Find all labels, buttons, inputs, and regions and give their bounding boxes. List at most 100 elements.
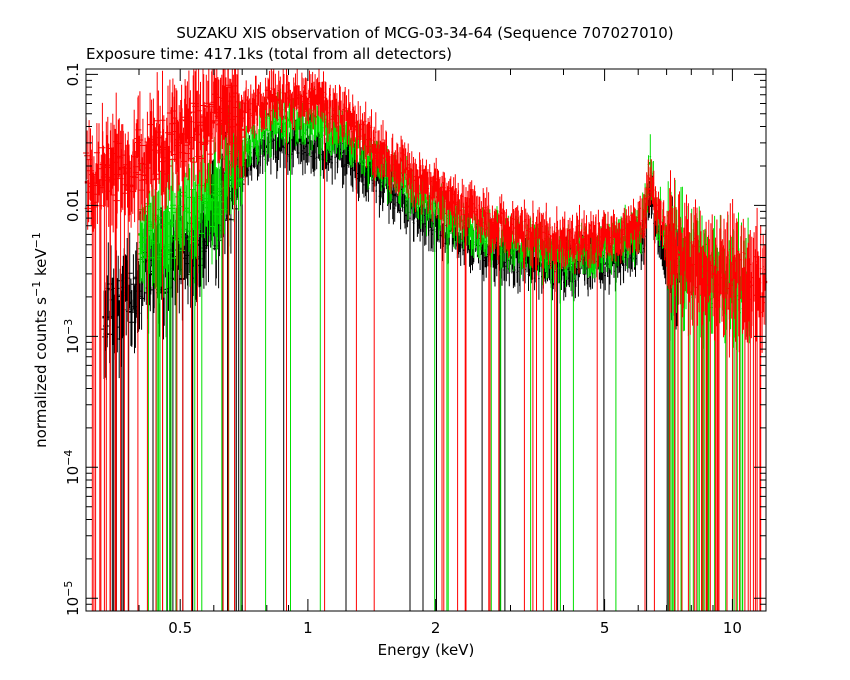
series-1-point bbox=[368, 159, 372, 162]
series-0-point bbox=[562, 269, 565, 272]
series-2-point bbox=[241, 110, 244, 113]
series-2-point bbox=[678, 253, 681, 256]
plot-frame bbox=[85, 68, 767, 612]
y-tick-label: 0.1 bbox=[64, 62, 82, 86]
series-2-point bbox=[253, 106, 257, 109]
series-1-point bbox=[648, 162, 652, 165]
series-1-point bbox=[179, 224, 182, 227]
y-tick-label: 0.01 bbox=[64, 189, 82, 222]
series-1-point bbox=[603, 247, 606, 250]
series-2-point bbox=[434, 189, 437, 192]
y-tick-label: 10−3 bbox=[62, 319, 82, 354]
series-0-point bbox=[287, 141, 290, 145]
series-1-point bbox=[452, 218, 455, 221]
series-2-point bbox=[562, 239, 565, 242]
series-2-point bbox=[603, 235, 606, 238]
series-0-point bbox=[276, 141, 280, 145]
series-1-point bbox=[434, 207, 437, 210]
series-layer bbox=[83, 69, 768, 611]
series-1-point bbox=[475, 229, 478, 232]
y-axis-label-main: normalized counts s bbox=[32, 297, 50, 448]
series-2-point bbox=[637, 224, 640, 227]
series-2-point bbox=[265, 102, 268, 105]
series-0-point bbox=[128, 301, 131, 305]
series-2-point bbox=[537, 235, 541, 238]
series-1-point bbox=[324, 125, 327, 128]
series-0-point bbox=[306, 141, 310, 145]
series-2-point bbox=[102, 174, 105, 177]
series-2-point bbox=[297, 96, 300, 100]
chart-title: SUZAKU XIS observation of MCG-03-34-64 (… bbox=[176, 24, 673, 42]
series-2-point bbox=[355, 125, 358, 128]
y-axis-label-mid: keV bbox=[32, 248, 50, 281]
series-0-point bbox=[621, 256, 624, 259]
series-2-point bbox=[475, 213, 478, 216]
y-tick-label: 10−4 bbox=[62, 450, 82, 485]
series-2-point bbox=[137, 159, 141, 162]
x-tick-label: 2 bbox=[431, 619, 441, 637]
series-2-point bbox=[118, 167, 121, 171]
y-axis-label-sup2: −1 bbox=[30, 232, 43, 248]
series-0-point bbox=[368, 174, 372, 177]
series-1-point bbox=[306, 121, 310, 124]
series-2-point bbox=[648, 177, 652, 180]
x-tick-label: 10 bbox=[723, 619, 742, 637]
series-2-point bbox=[690, 263, 693, 267]
series-0-point bbox=[654, 224, 657, 227]
series-2-point bbox=[179, 136, 182, 139]
ticks-layer bbox=[85, 69, 766, 612]
axis-ticks bbox=[85, 69, 766, 612]
series-2-point bbox=[584, 238, 587, 241]
series-2-point bbox=[404, 167, 407, 171]
series-2-point bbox=[509, 228, 512, 232]
y-axis-label: normalized counts s−1 keV−1 bbox=[30, 232, 50, 448]
series-1-point bbox=[537, 249, 541, 252]
series-2-point bbox=[381, 149, 384, 153]
x-tick-label: 5 bbox=[600, 619, 610, 637]
series-2-point bbox=[711, 272, 715, 276]
series-1-point bbox=[212, 193, 215, 197]
series-1-point bbox=[276, 122, 280, 125]
series-0-point bbox=[253, 152, 257, 155]
series-0-point bbox=[415, 210, 418, 213]
series-2-point bbox=[159, 145, 162, 148]
series-2-point bbox=[452, 201, 455, 204]
series-2-point bbox=[415, 177, 418, 180]
series-2-point bbox=[276, 98, 280, 101]
series-0-point bbox=[434, 224, 437, 227]
series-2-point bbox=[227, 115, 230, 118]
x-tick-label: 1 bbox=[303, 619, 313, 637]
series-0-point bbox=[509, 256, 512, 259]
series-0-point bbox=[393, 193, 396, 197]
x-axis-label: Energy (keV) bbox=[378, 641, 475, 659]
series-2-point bbox=[287, 96, 290, 100]
series-2-point bbox=[654, 210, 657, 213]
series-0-point bbox=[265, 145, 268, 148]
series-1-point bbox=[253, 138, 257, 141]
series-1-point bbox=[297, 118, 300, 121]
series-1-point bbox=[287, 118, 290, 121]
series-2-point bbox=[368, 138, 372, 141]
series-2-point bbox=[393, 159, 396, 162]
chart-subtitle: Exposure time: 417.1ks (total from all d… bbox=[86, 45, 452, 63]
series-0-point bbox=[324, 145, 327, 148]
series-1-point bbox=[678, 256, 681, 259]
y-tick-label: 10−5 bbox=[62, 581, 82, 616]
series-2-point bbox=[731, 278, 734, 282]
series-2-point bbox=[306, 97, 310, 101]
series-2-point bbox=[643, 210, 646, 213]
series-1-point bbox=[265, 128, 268, 131]
series-2-point bbox=[324, 104, 327, 107]
x-tick-labels: 0.5 1 2 5 10 bbox=[168, 619, 742, 637]
series-2-point bbox=[665, 235, 668, 238]
series-0-point bbox=[102, 316, 105, 319]
series-1-point bbox=[137, 233, 141, 236]
y-axis-label-sup1: −1 bbox=[30, 281, 43, 297]
series-1-point bbox=[584, 252, 587, 255]
series-2-point bbox=[196, 128, 199, 131]
series-1-point bbox=[159, 228, 162, 232]
y-tick-labels: 0.1 0.01 10−3 10−4 10−5 bbox=[62, 62, 82, 615]
series-2-point bbox=[340, 115, 343, 118]
